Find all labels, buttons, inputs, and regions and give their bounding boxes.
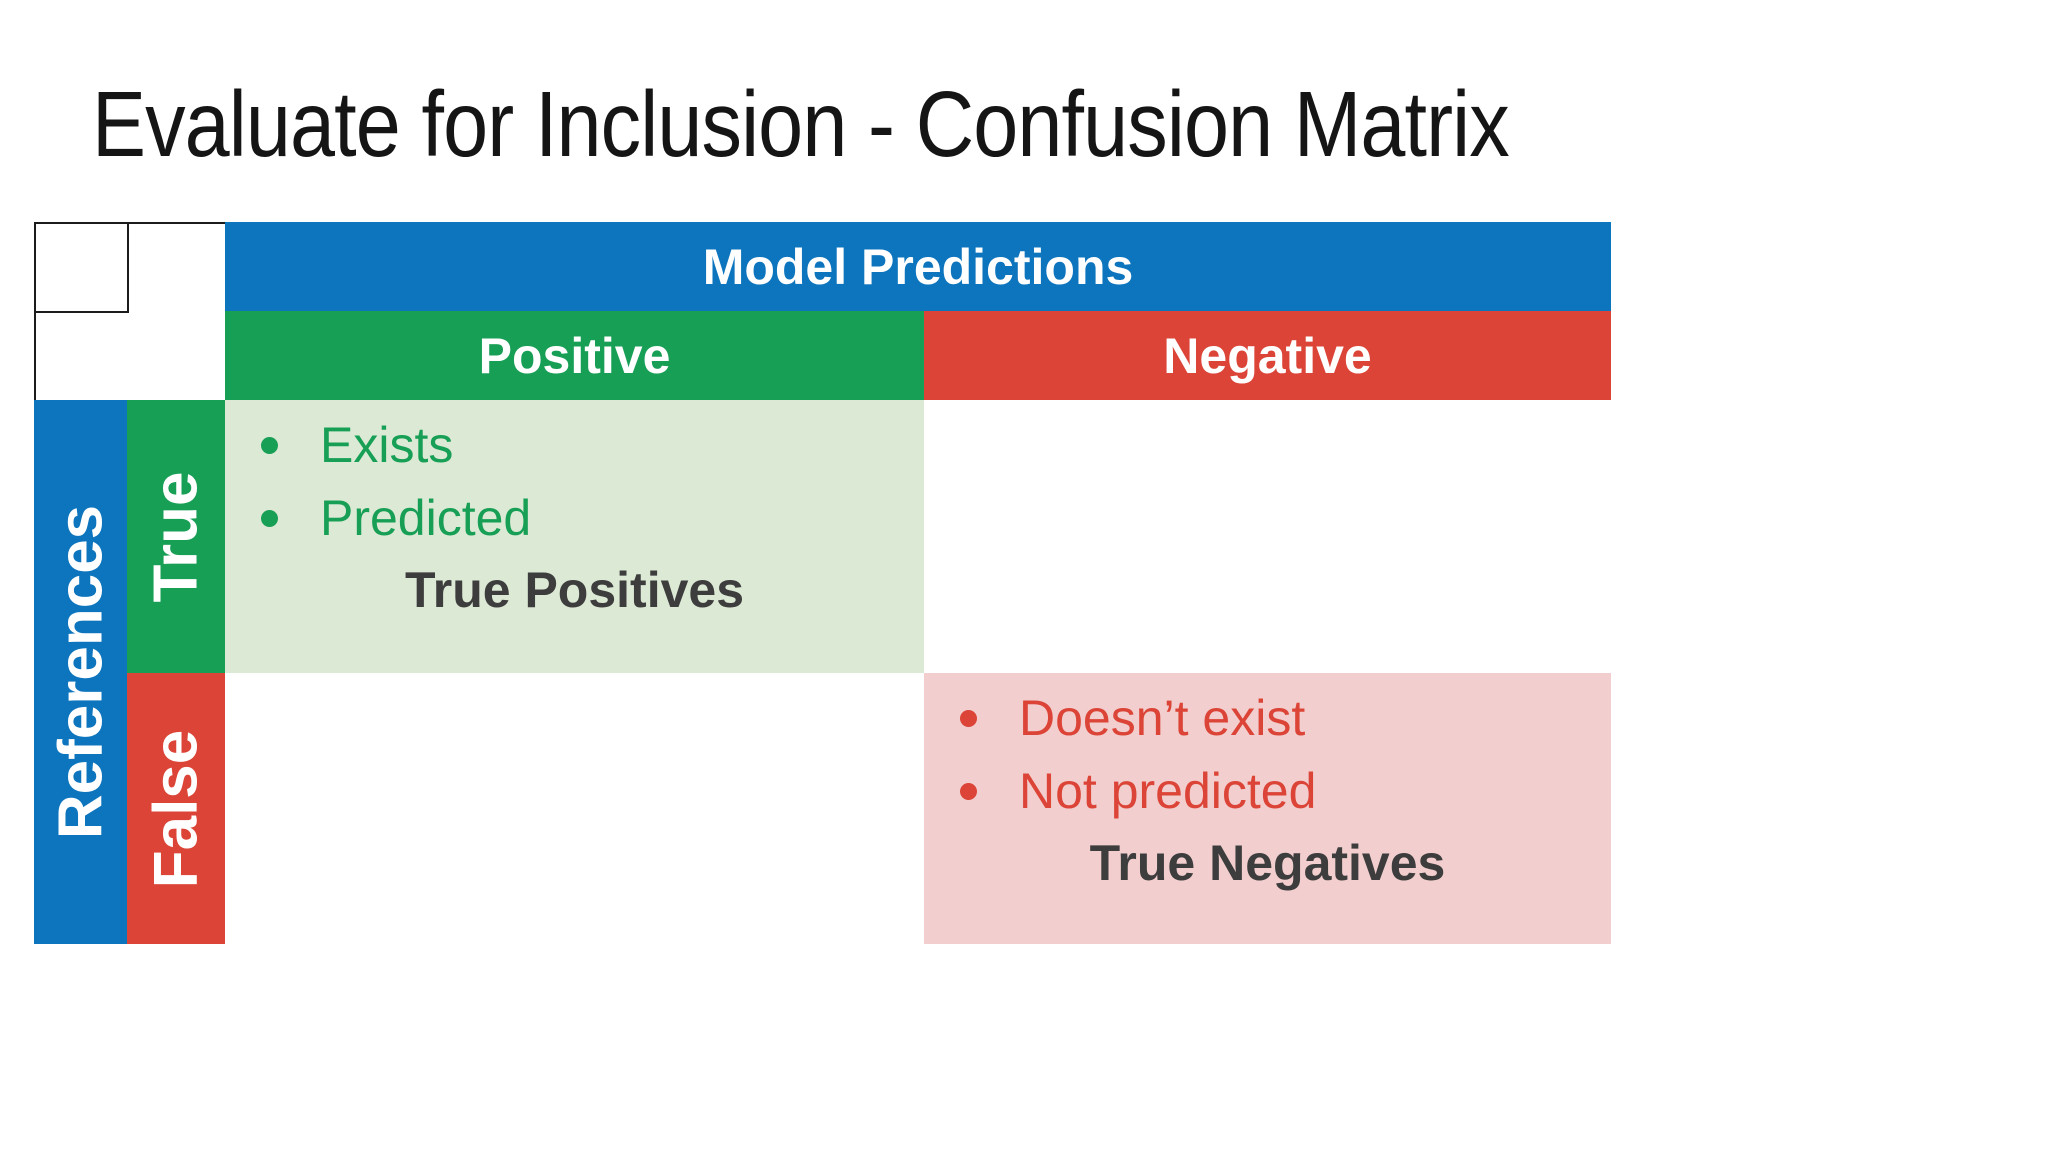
cell-true-negatives: Doesn’t exist Not predicted True Negativ… — [924, 673, 1611, 944]
cell-caption-true-positives: True Positives — [404, 562, 745, 618]
cell-true-positives: Exists Predicted True Positives — [225, 400, 924, 673]
row-header-false: False — [127, 673, 225, 944]
column-header-positive-label: Positive — [478, 327, 671, 384]
bullet-dot-icon — [960, 782, 977, 800]
bullet-text: Doesn’t exist — [1019, 690, 1306, 746]
bullet-dot-icon — [261, 436, 278, 454]
matrix-corner-box — [36, 224, 129, 313]
row-group-header-references: References — [34, 400, 127, 944]
column-header-positive: Positive — [225, 311, 924, 400]
row-header-false-label: False — [141, 729, 211, 888]
slide-title: Evaluate for Inclusion - Confusion Matri… — [92, 72, 1510, 176]
column-group-header-label: Model Predictions — [702, 238, 1134, 295]
column-header-negative-label: Negative — [1163, 327, 1372, 384]
bullet-dot-icon — [261, 509, 278, 527]
column-header-negative: Negative — [924, 311, 1611, 400]
row-header-true: True — [127, 400, 225, 673]
bullet-text: Exists — [320, 417, 454, 473]
row-group-header-label: References — [46, 504, 115, 840]
bullet-text: Not predicted — [1019, 763, 1317, 819]
bullet-dot-icon — [960, 709, 977, 727]
bullet-item: Not predicted — [960, 761, 1316, 821]
cell-caption-true-negatives: True Negatives — [1089, 835, 1446, 891]
bullet-item: Exists — [261, 415, 453, 475]
bullet-text: Predicted — [320, 490, 532, 546]
matrix-corner-area — [34, 222, 225, 400]
column-group-header-model-predictions: Model Predictions — [225, 222, 1611, 311]
row-header-true-label: True — [141, 471, 211, 602]
bullet-item: Predicted — [261, 488, 531, 548]
bullet-item: Doesn’t exist — [960, 688, 1305, 748]
